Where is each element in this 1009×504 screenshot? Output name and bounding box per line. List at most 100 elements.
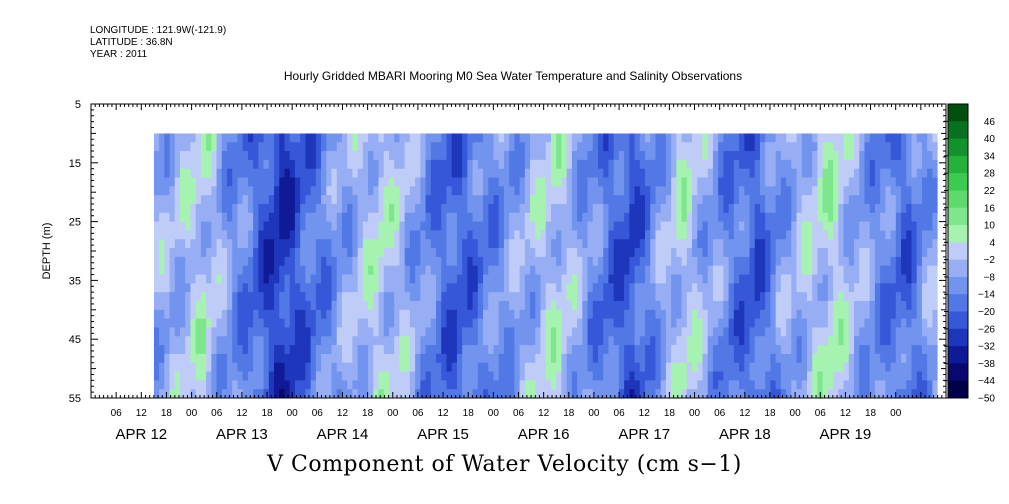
heatmap-cell bbox=[833, 239, 839, 249]
heatmap-cell bbox=[707, 345, 714, 355]
heatmap-cell bbox=[932, 353, 938, 364]
heatmap-cell bbox=[159, 230, 165, 240]
heatmap-cell bbox=[284, 239, 291, 249]
heatmap-cell bbox=[582, 168, 589, 179]
heatmap-cell bbox=[843, 274, 850, 284]
heatmap-cell bbox=[331, 265, 338, 276]
heatmap-cell bbox=[258, 195, 265, 205]
heatmap-cell bbox=[488, 327, 495, 337]
heatmap-cell bbox=[885, 142, 892, 152]
heatmap-cell bbox=[331, 292, 338, 302]
heatmap-cell bbox=[336, 371, 343, 381]
heatmap-cell bbox=[671, 142, 677, 152]
heatmap-cell bbox=[268, 292, 275, 302]
heatmap-cell bbox=[702, 230, 709, 240]
heatmap-cell bbox=[786, 195, 792, 205]
heatmap-cell bbox=[838, 309, 845, 320]
heatmap-cell bbox=[420, 186, 427, 196]
heatmap-cell bbox=[519, 362, 526, 373]
heatmap-cell bbox=[164, 353, 171, 364]
heatmap-cell bbox=[645, 133, 651, 143]
heatmap-cell bbox=[550, 371, 557, 381]
heatmap-cell bbox=[509, 345, 515, 355]
heatmap-cell bbox=[315, 318, 322, 329]
heatmap-cell bbox=[587, 212, 594, 223]
heatmap-cell bbox=[765, 186, 772, 196]
heatmap-cell bbox=[357, 309, 364, 320]
heatmap-cell bbox=[895, 274, 902, 284]
heatmap-cell bbox=[190, 195, 197, 205]
heatmap-cell bbox=[838, 203, 845, 214]
heatmap-cell bbox=[775, 283, 782, 293]
heatmap-cell bbox=[874, 309, 881, 320]
heatmap-cell bbox=[305, 203, 312, 214]
heatmap-cell bbox=[164, 309, 171, 320]
heatmap-cell bbox=[456, 195, 463, 205]
heatmap-cell bbox=[326, 283, 333, 293]
heatmap-cell bbox=[483, 283, 489, 293]
heatmap-cell bbox=[430, 159, 437, 170]
heatmap-cell bbox=[634, 221, 641, 232]
heatmap-cell bbox=[597, 336, 604, 346]
heatmap-cell bbox=[477, 221, 484, 232]
heatmap-cell bbox=[859, 159, 866, 170]
heatmap-cell bbox=[159, 186, 165, 196]
heatmap-cell bbox=[759, 362, 766, 373]
heatmap-cell bbox=[791, 300, 798, 311]
heatmap-cell bbox=[676, 389, 683, 398]
heatmap-cell bbox=[373, 133, 380, 143]
heatmap-cell bbox=[702, 159, 709, 170]
heatmap-cell bbox=[618, 133, 625, 143]
heatmap-cell bbox=[859, 318, 866, 329]
heatmap-cell bbox=[258, 168, 265, 179]
heatmap-cell bbox=[739, 248, 745, 258]
heatmap-cell bbox=[216, 186, 223, 196]
heatmap-cell bbox=[639, 362, 646, 373]
heatmap-cell bbox=[519, 389, 526, 398]
heatmap-cell bbox=[253, 380, 259, 390]
heatmap-cell bbox=[577, 133, 583, 143]
heatmap-cell bbox=[665, 389, 672, 398]
heatmap-cell bbox=[608, 362, 615, 373]
heatmap-cell bbox=[780, 274, 787, 284]
heatmap-cell bbox=[221, 133, 228, 143]
heatmap-cell bbox=[373, 318, 380, 329]
heatmap-cell bbox=[556, 221, 563, 232]
heatmap-cell bbox=[524, 221, 531, 232]
heatmap-cell bbox=[723, 309, 730, 320]
heatmap-cell bbox=[179, 239, 186, 249]
heatmap-cell bbox=[174, 292, 181, 302]
heatmap-cell bbox=[326, 292, 333, 302]
heatmap-cell bbox=[540, 265, 547, 276]
heatmap-cell bbox=[362, 327, 369, 337]
heatmap-cell bbox=[237, 168, 244, 179]
heatmap-cell bbox=[185, 221, 192, 232]
heatmap-cell bbox=[676, 212, 683, 223]
heatmap-cell bbox=[874, 230, 881, 240]
heatmap-cell bbox=[164, 177, 171, 187]
heatmap-cell bbox=[232, 380, 239, 390]
heatmap-cell bbox=[310, 248, 317, 258]
heatmap-cell bbox=[326, 142, 333, 152]
heatmap-cell bbox=[592, 221, 599, 232]
heatmap-cell bbox=[268, 371, 275, 381]
heatmap-cell bbox=[812, 133, 819, 143]
heatmap-cell bbox=[791, 230, 798, 240]
heatmap-cell bbox=[524, 336, 531, 346]
heatmap-cell bbox=[540, 300, 547, 311]
heatmap-cell bbox=[415, 230, 421, 240]
heatmap-cell bbox=[681, 212, 688, 223]
heatmap-cell bbox=[253, 274, 259, 284]
heatmap-cell bbox=[394, 159, 401, 170]
heatmap-cell bbox=[341, 212, 348, 223]
heatmap-cell bbox=[321, 239, 327, 249]
heatmap-cell bbox=[472, 248, 479, 258]
heatmap-cell bbox=[493, 195, 500, 205]
heatmap-cell bbox=[368, 159, 374, 170]
heatmap-cell bbox=[634, 345, 641, 355]
heatmap-cell bbox=[739, 380, 745, 390]
heatmap-cell bbox=[399, 300, 406, 311]
heatmap-cell bbox=[535, 142, 542, 152]
heatmap-cell bbox=[869, 186, 876, 196]
heatmap-cell bbox=[634, 283, 641, 293]
